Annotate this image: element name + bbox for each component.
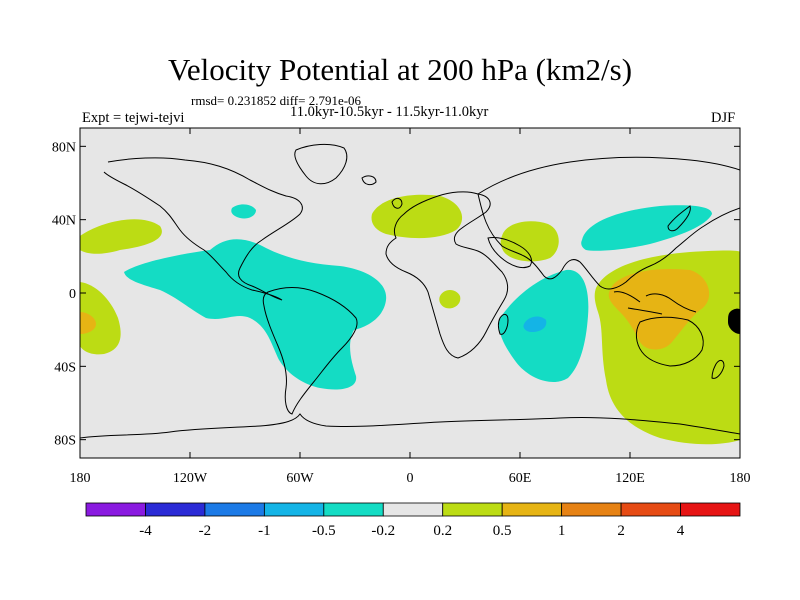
coast-antarctica [80,413,740,439]
coast-new-zealand [711,359,725,379]
lon-label: 180 [730,471,751,486]
experiment-label: Expt = tejwi-tejvi [82,110,185,126]
region-north-america-negative [231,204,256,219]
region-tropical-pacific-positive-west [80,282,121,355]
lat-label: 40N [52,214,76,229]
colorbar-label: 4 [677,523,685,539]
colorbar-label: 1 [558,523,566,539]
lat-label: 0 [69,287,76,302]
lon-label: 0 [407,471,414,486]
latitude-axis: 80N 40N 0 40S 80S [52,140,740,449]
colorbar: -4 -2 -1 -0.5 -0.2 0.2 0.5 1 2 4 [85,502,741,539]
coast-iceland [361,175,403,209]
colorbar-swatch [442,502,503,517]
region-central-pacific-orange [80,312,96,334]
coast-europe-africa [385,191,509,359]
region-arabia-positive [500,221,559,262]
stats-text: rmsd= 0.231852 diff= 2.791e-06 [191,93,362,108]
colorbar-swatch [323,502,384,517]
coast-north-america [103,157,303,301]
coast-arabia [487,237,533,269]
coastlines [80,143,740,439]
region-east-asia-negative [581,205,712,251]
colorbar-swatch [620,502,681,517]
lon-label: 180 [70,471,91,486]
coast-madagascar [498,313,509,335]
coast-greenland [294,143,348,185]
region-maritime-continent-orange [608,268,710,350]
colorbar-label: 0.2 [433,523,452,539]
coast-south-america [262,287,358,415]
lon-label: 120W [173,471,208,486]
colorbar-label: -2 [199,523,212,539]
colorbar-label: 2 [617,523,625,539]
colorbar-swatch [263,502,325,517]
lat-label: 40S [54,360,76,375]
colorbar-swatch [85,502,146,517]
colorbar-label: 0.5 [493,523,512,539]
region-africa-positive [439,290,461,309]
lat-label: 80S [54,434,76,449]
region-east-pacific-south-america-negative [124,239,387,390]
lat-label: 80N [52,140,76,155]
colorbar-label: -4 [139,523,152,539]
coast-japan [667,205,691,232]
region-europe-positive [371,194,463,239]
region-dateline-orange [728,308,740,334]
colorbar-swatch [561,502,622,517]
colorbar-label: -1 [258,523,271,539]
coast-australia [635,316,704,367]
colorbar-swatch [680,502,741,517]
lon-label: 120E [615,471,645,486]
contour-fields [80,194,740,445]
season-label: DJF [711,110,736,126]
colorbar-swatch [501,502,563,517]
coast-asia [477,156,740,290]
colorbar-swatch [145,502,206,517]
lon-label: 60W [286,471,314,486]
region-north-pacific-positive [80,219,162,254]
colorbar-label: -0.2 [371,523,395,539]
lon-label: 60E [509,471,532,486]
period-label: 11.0kyr-10.5kyr - 11.5kyr-11.0kyr [290,104,489,120]
colorbar-label: -0.5 [312,523,336,539]
colorbar-swatch [382,502,444,517]
coast-indonesia [613,291,697,315]
colorbar-swatch [204,502,265,517]
region-madagascar-negative [523,316,547,332]
longitude-axis: 180 120W 60W 0 60E 120E 180 [70,128,751,486]
plot-title: Velocity Potential at 200 hPa (km2/s) [167,52,633,87]
